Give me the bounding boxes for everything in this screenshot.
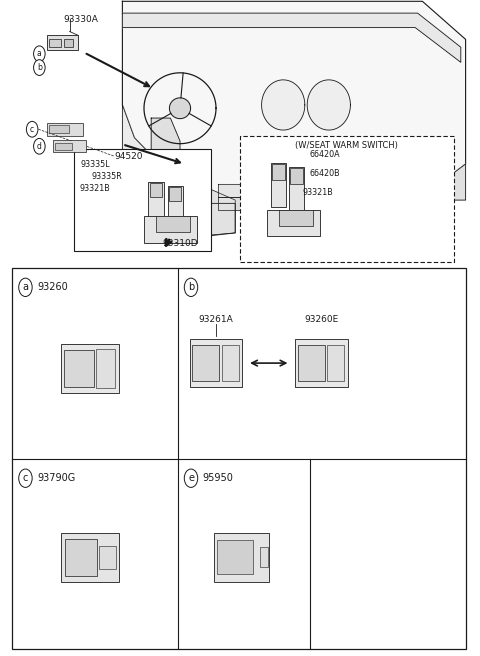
Text: 93260E: 93260E [304,315,339,324]
Bar [271,163,286,207]
Bar [290,168,303,184]
Bar [295,339,348,386]
Bar [214,533,269,582]
Text: 66420A: 66420A [310,150,340,159]
Bar [267,210,320,236]
Text: a: a [23,282,28,293]
Polygon shape [122,105,173,230]
Bar [260,547,268,567]
Bar [298,345,325,380]
Polygon shape [169,98,191,119]
Bar [12,268,466,649]
Text: e: e [188,473,194,483]
Bar [289,167,304,211]
Bar [144,216,197,243]
Polygon shape [262,80,305,130]
Text: 93335L: 93335L [80,160,110,169]
Circle shape [34,138,45,154]
Text: 93261A: 93261A [199,315,233,324]
Circle shape [34,46,45,62]
Text: 95950: 95950 [203,473,233,483]
Text: 93321B: 93321B [302,188,333,197]
Bar [64,39,73,47]
Bar [190,339,242,386]
Bar [53,140,86,152]
Polygon shape [218,184,278,197]
Polygon shape [122,13,461,62]
Polygon shape [151,118,180,171]
Circle shape [34,60,45,75]
Bar [156,216,190,232]
Text: b: b [37,63,42,72]
Text: c: c [30,125,34,134]
Polygon shape [122,1,466,210]
Bar [272,164,285,180]
Text: 94520: 94520 [114,152,143,161]
Bar [61,533,119,582]
Text: a: a [37,49,42,58]
Text: (W/SEAT WARM SWITCH): (W/SEAT WARM SWITCH) [295,141,398,150]
Polygon shape [418,164,466,200]
Text: d: d [37,142,42,151]
Bar [168,186,183,226]
Circle shape [184,278,198,297]
Bar [74,149,211,251]
Bar [61,344,119,393]
Text: b: b [188,282,194,293]
Bar [240,136,454,262]
Bar [148,182,164,222]
Circle shape [19,278,32,297]
Text: 93335R: 93335R [91,172,122,181]
Bar [47,35,78,50]
Bar [96,349,115,388]
Bar [150,183,162,197]
Bar [65,539,96,576]
Bar [49,39,61,47]
Text: 66420B: 66420B [310,169,340,178]
Text: 93260: 93260 [37,282,68,293]
Bar [279,210,313,226]
Text: 93310D: 93310D [162,239,198,248]
Polygon shape [163,171,235,236]
Text: 93790G: 93790G [37,473,75,483]
Bar [222,345,239,381]
Bar [394,148,439,187]
Bar [49,125,69,133]
Bar [327,345,344,381]
Text: 93330A: 93330A [63,14,98,24]
Polygon shape [178,203,235,236]
Circle shape [19,469,32,487]
Bar [217,540,253,575]
Bar [192,345,219,380]
Bar [169,187,181,201]
Circle shape [26,121,38,137]
Bar [55,143,72,150]
Bar [63,350,94,387]
Bar [47,123,83,136]
Polygon shape [307,80,350,130]
Text: 93321B: 93321B [79,184,110,194]
Circle shape [184,469,198,487]
Polygon shape [218,197,278,210]
Bar [98,546,116,569]
Text: c: c [23,473,28,483]
